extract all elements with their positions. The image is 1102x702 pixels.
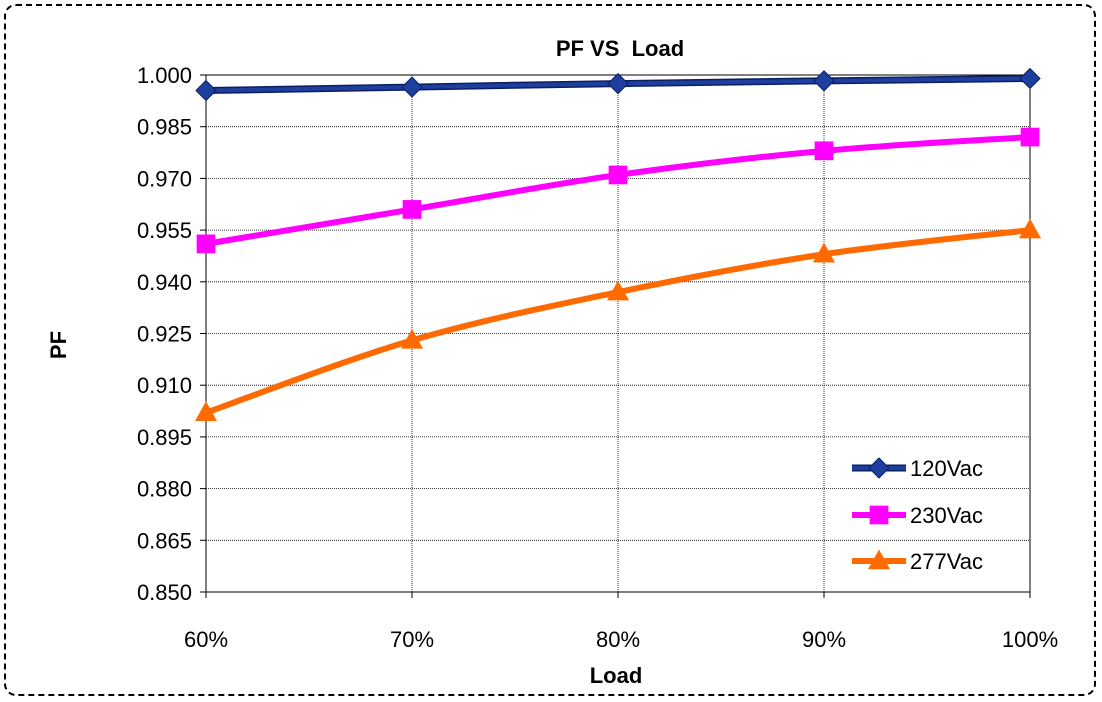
x-axis: 60% 70% 80% 90% 100% xyxy=(184,592,1058,652)
series-120Vac xyxy=(195,67,1041,102)
triangle-marker xyxy=(813,242,835,263)
y-tick-label: 0.910 xyxy=(137,373,192,398)
y-tick-label: 0.985 xyxy=(137,115,192,140)
y-tick-label: 0.880 xyxy=(137,477,192,502)
diamond-marker xyxy=(868,457,890,479)
chart-title: PF VS Load xyxy=(556,36,684,61)
triangle-marker xyxy=(607,280,629,301)
x-tick-label: 90% xyxy=(802,627,846,652)
legend-item: 120Vac xyxy=(852,456,983,481)
triangle-marker xyxy=(401,328,423,349)
y-tick-label: 0.895 xyxy=(137,425,192,450)
square-marker xyxy=(869,505,889,525)
triangle-marker xyxy=(1019,218,1041,239)
y-tick-label: 0.925 xyxy=(137,322,192,347)
legend-item: 277Vac xyxy=(852,549,983,574)
legend-item: 230Vac xyxy=(852,503,983,528)
y-axis-title: PF xyxy=(46,331,71,359)
x-tick-label: 70% xyxy=(390,627,434,652)
legend-label: 230Vac xyxy=(910,503,983,528)
square-marker xyxy=(608,165,628,185)
y-tick-label: 0.940 xyxy=(137,270,192,295)
y-tick-label: 1.000 xyxy=(137,63,192,88)
x-tick-label: 80% xyxy=(596,627,640,652)
x-tick-label: 100% xyxy=(1002,627,1058,652)
x-axis-title: Load xyxy=(590,663,643,688)
series-layer xyxy=(195,67,1041,422)
series-277Vac xyxy=(195,218,1041,422)
triangle-marker xyxy=(868,549,890,570)
square-marker xyxy=(196,234,216,254)
series-230Vac xyxy=(196,127,1040,254)
triangle-marker xyxy=(195,401,217,422)
y-axis: 0.850 0.865 0.880 0.895 0.910 0.925 0.940 0.955… xyxy=(137,63,206,605)
grid xyxy=(206,75,1030,592)
diamond-marker xyxy=(607,72,629,95)
y-tick-label: 0.970 xyxy=(137,166,192,191)
chart-frame xyxy=(4,4,1096,696)
legend-label: 120Vac xyxy=(910,456,983,481)
diamond-marker xyxy=(195,79,217,102)
y-tick-label: 0.850 xyxy=(137,580,192,605)
legend: 120Vac 230Vac 277Vac xyxy=(852,456,983,574)
x-tick-label: 60% xyxy=(184,627,228,652)
square-marker xyxy=(1020,127,1040,147)
diamond-marker xyxy=(813,70,835,92)
square-marker xyxy=(814,141,834,161)
diamond-marker xyxy=(1019,67,1041,90)
legend-label: 277Vac xyxy=(910,549,983,574)
y-tick-label: 0.865 xyxy=(137,528,192,553)
y-tick-label: 0.955 xyxy=(137,218,192,243)
diamond-marker xyxy=(401,76,423,98)
square-marker xyxy=(402,200,422,219)
